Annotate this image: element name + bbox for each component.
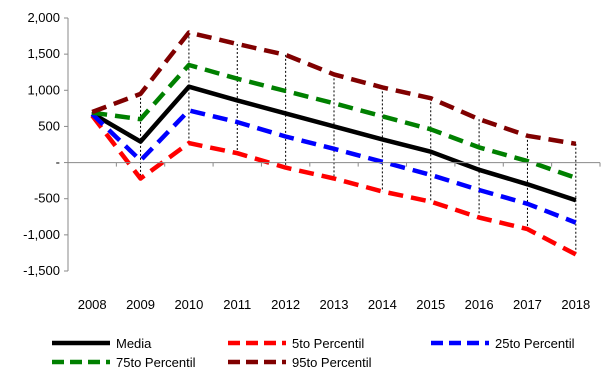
- axes: [64, 17, 601, 272]
- legend-item: Media: [50, 334, 151, 352]
- y-tick-label: 2,000: [27, 10, 60, 25]
- legend-label: 75to Percentil: [116, 354, 196, 370]
- y-tick-label: -500: [34, 191, 60, 206]
- y-tick-label: 500: [38, 118, 60, 133]
- series-line-4: [91, 30, 577, 147]
- series-line-0: [91, 84, 577, 203]
- legend-item: 5to Percentil: [226, 334, 364, 352]
- x-tick-label: 2014: [368, 297, 397, 312]
- x-tick-label: 2008: [78, 297, 107, 312]
- x-tick-label: 2018: [561, 297, 590, 312]
- legend-item: 95to Percentil: [226, 353, 372, 371]
- x-tick-label: 2012: [271, 297, 300, 312]
- legend-item: 75to Percentil: [50, 353, 196, 371]
- legend-label: 25to Percentil: [495, 335, 575, 351]
- legend-swatch: [52, 340, 110, 346]
- series-line-1: [90, 114, 577, 257]
- legend-swatch: [431, 340, 489, 346]
- x-tick-label: 2016: [465, 297, 494, 312]
- x-tick-label: 2011: [223, 297, 251, 312]
- x-tick-label: 2013: [320, 297, 349, 312]
- series-line-3: [91, 62, 577, 180]
- legend-label: 5to Percentil: [292, 335, 365, 351]
- x-tick-label: 2010: [174, 297, 203, 312]
- y-tick-label: 1,500: [27, 46, 60, 61]
- y-tick-label: -: [56, 155, 60, 170]
- x-tick-label: 2017: [513, 297, 542, 312]
- legend-swatch: [52, 359, 110, 365]
- y-tick-label: -1,500: [23, 263, 60, 278]
- legend-label: 95to Percentil: [292, 354, 372, 370]
- chart-legend: Media 5to Percentil 25to Percentil 75to Per…: [0, 330, 615, 372]
- series-line-2: [90, 108, 577, 225]
- legend-item: 25to Percentil: [429, 334, 575, 352]
- series-lines: [90, 30, 577, 257]
- legend-swatch: [228, 359, 286, 365]
- y-tick-label: -1,000: [23, 227, 60, 242]
- y-tick-label: 1,000: [27, 82, 60, 97]
- legend-swatch: [228, 340, 286, 346]
- x-tick-label: 2015: [416, 297, 445, 312]
- legend-label: Media: [116, 335, 152, 351]
- x-tick-label: 2009: [126, 297, 155, 312]
